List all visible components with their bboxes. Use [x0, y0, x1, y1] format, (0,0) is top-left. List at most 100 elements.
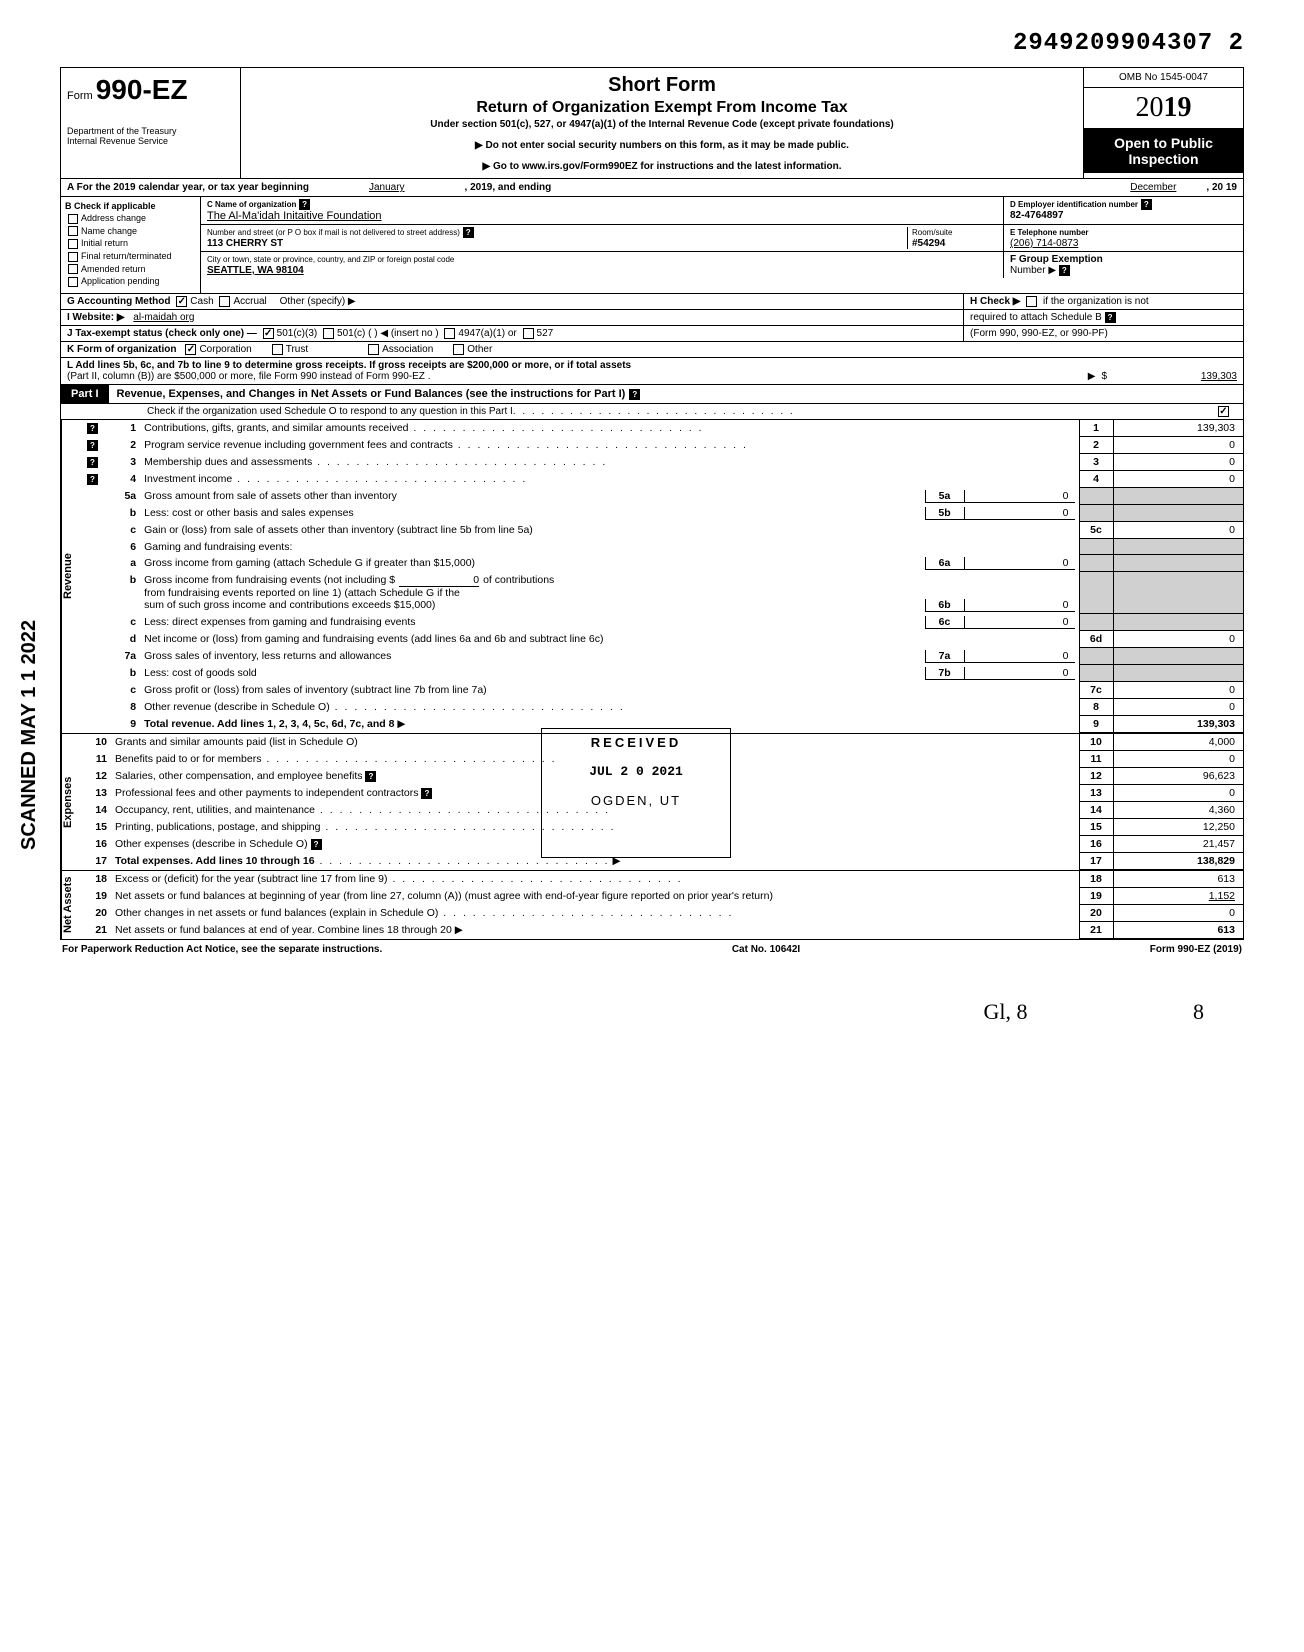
- line-desc: Net assets or fund balances at end of ye…: [115, 924, 452, 936]
- netassets-section: Net Assets 18Excess or (deficit) for the…: [61, 871, 1243, 939]
- cb-address-change[interactable]: Address change: [65, 213, 196, 224]
- cb-amended-return[interactable]: Amended return: [65, 264, 196, 275]
- cb-schedule-b[interactable]: [1026, 296, 1037, 307]
- line-ref: 17: [1079, 853, 1113, 870]
- row-a-tax-year: A For the 2019 calendar year, or tax yea…: [61, 179, 1243, 197]
- line-num: 1: [112, 420, 140, 437]
- line-num: b: [112, 572, 140, 614]
- cb-initial-return[interactable]: Initial return: [65, 238, 196, 249]
- cb-final-return[interactable]: Final return/terminated: [65, 251, 196, 262]
- scanned-stamp: SCANNED MAY 1 1 2022: [18, 620, 41, 850]
- cb-trust[interactable]: [272, 344, 283, 355]
- line-num: 4: [112, 471, 140, 488]
- line-num: 7a: [112, 648, 140, 665]
- cb-accrual[interactable]: [219, 296, 230, 307]
- cb-other-org[interactable]: [453, 344, 464, 355]
- line-ref: 5c: [1079, 522, 1113, 539]
- line-desc: Gross income from fundraising events (no…: [144, 574, 395, 587]
- line-num: 2: [112, 437, 140, 454]
- cb-501c3[interactable]: [263, 328, 274, 339]
- line-num: 8: [112, 699, 140, 716]
- col-b-checkboxes: B Check if applicable Address change Nam…: [61, 197, 201, 293]
- row-l-gross-receipts: L Add lines 5b, 6c, and 7b to line 9 to …: [61, 358, 1243, 385]
- part1-title: Revenue, Expenses, and Changes in Net As…: [117, 388, 626, 400]
- cb-4947[interactable]: [444, 328, 455, 339]
- cash-label: Cash: [190, 296, 213, 307]
- line-num: 6: [112, 539, 140, 555]
- cb-corporation[interactable]: [185, 344, 196, 355]
- line-ref: 13: [1079, 785, 1113, 802]
- line-ref: 12: [1079, 768, 1113, 785]
- line-amount: 0: [1113, 522, 1243, 539]
- col-c-org-info: C Name of organization ? The Al-Ma'idah …: [201, 197, 1243, 293]
- omb-number: OMB No 1545-0047: [1084, 68, 1243, 88]
- help-icon[interactable]: ?: [1105, 312, 1116, 323]
- opt-527: 527: [537, 328, 554, 339]
- line-desc: Net income or (loss) from gaming and fun…: [144, 633, 603, 645]
- line-amount: 0: [1113, 682, 1243, 699]
- line-num: 14: [83, 802, 111, 819]
- line-desc: Printing, publications, postage, and shi…: [115, 821, 320, 833]
- line-amount: 0: [1113, 437, 1243, 454]
- help-icon[interactable]: ?: [421, 788, 432, 799]
- line-ref: 4: [1079, 471, 1113, 488]
- line-amount: 0: [1113, 751, 1243, 768]
- row-k-org-form: K Form of organization Corporation Trust…: [61, 342, 1243, 358]
- line-num: c: [112, 682, 140, 699]
- help-icon[interactable]: ?: [463, 227, 474, 238]
- phone-label: E Telephone number: [1010, 228, 1089, 237]
- help-icon[interactable]: ?: [87, 440, 98, 451]
- help-icon[interactable]: ?: [299, 199, 310, 210]
- help-icon[interactable]: ?: [311, 839, 322, 850]
- row-g-h: G Accounting Method Cash Accrual Other (…: [61, 294, 1243, 310]
- line-desc: Other revenue (describe in Schedule O): [144, 701, 330, 713]
- help-icon[interactable]: ?: [87, 474, 98, 485]
- other-label: Other (specify) ▶: [280, 296, 356, 307]
- cb-cash[interactable]: [176, 296, 187, 307]
- line-num: 10: [83, 734, 111, 751]
- line-ref: 10: [1079, 734, 1113, 751]
- help-icon[interactable]: ?: [87, 423, 98, 434]
- arrow-icon: [1088, 371, 1096, 382]
- line-desc: Total expenses. Add lines 10 through 16: [115, 855, 315, 867]
- line-amount: 139,303: [1113, 716, 1243, 733]
- line-ref: 6d: [1079, 631, 1113, 648]
- line-desc: Benefits paid to or for members: [115, 753, 261, 765]
- line-amount: 96,623: [1113, 768, 1243, 785]
- help-icon[interactable]: ?: [1141, 199, 1152, 210]
- line-num: d: [112, 631, 140, 648]
- part1-header: Part I Revenue, Expenses, and Changes in…: [61, 385, 1243, 404]
- opt-501c3: 501(c)(3): [277, 328, 318, 339]
- l-line1: L Add lines 5b, 6c, and 7b to line 9 to …: [67, 360, 1237, 371]
- help-icon[interactable]: ?: [1059, 265, 1070, 276]
- netassets-table: 18Excess or (deficit) for the year (subt…: [83, 871, 1243, 939]
- line-desc: of contributions: [483, 574, 554, 587]
- group-exempt-label: F Group Exemption: [1010, 254, 1103, 265]
- line-amount: 138,829: [1113, 853, 1243, 870]
- line-desc: from fundraising events reported on line…: [144, 587, 1074, 599]
- help-icon[interactable]: ?: [629, 389, 640, 400]
- line-ref: 14: [1079, 802, 1113, 819]
- street-value: 113 CHERRY ST: [207, 238, 283, 249]
- help-icon[interactable]: ?: [87, 457, 98, 468]
- opt-trust: Trust: [286, 344, 308, 355]
- cb-association[interactable]: [368, 344, 379, 355]
- ein-label: D Employer identification number: [1010, 200, 1138, 209]
- begin-month: January: [369, 182, 405, 193]
- received-location: OGDEN, UT: [554, 793, 718, 808]
- cb-application-pending[interactable]: Application pending: [65, 276, 196, 287]
- line-amount: 4,360: [1113, 802, 1243, 819]
- room-label: Room/suite: [912, 228, 952, 237]
- line-num: 12: [83, 768, 111, 785]
- cb-schedule-o[interactable]: [1218, 406, 1229, 417]
- help-icon[interactable]: ?: [365, 771, 376, 782]
- line-ref: 9: [1079, 716, 1113, 733]
- revenue-table: ?1Contributions, gifts, grants, and simi…: [83, 420, 1243, 733]
- group-exempt-number: Number ▶: [1010, 265, 1056, 276]
- header-mid: Short Form Return of Organization Exempt…: [241, 68, 1083, 178]
- cb-name-change[interactable]: Name change: [65, 226, 196, 237]
- signature-1: Gl, 8: [984, 999, 1028, 1024]
- cb-527[interactable]: [523, 328, 534, 339]
- cb-label: Address change: [81, 213, 146, 223]
- cb-501c[interactable]: [323, 328, 334, 339]
